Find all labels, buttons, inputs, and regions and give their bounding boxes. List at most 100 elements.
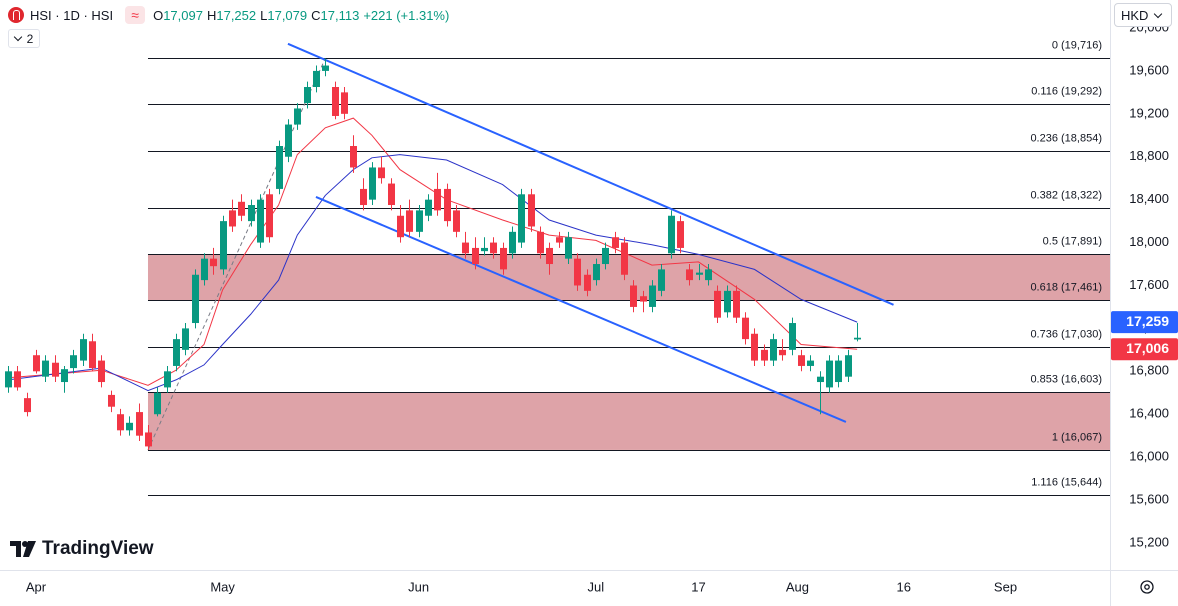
candle-body — [621, 242, 628, 275]
fib-label: 0.382 (18,322) — [1030, 189, 1102, 201]
currency-select[interactable]: HKD — [1114, 3, 1172, 27]
fib-label: 0.736 (17,030) — [1030, 328, 1102, 340]
candle-body — [369, 167, 376, 200]
candle-body — [835, 360, 842, 383]
symbol[interactable]: HSI · 1D · HSI — [30, 7, 114, 23]
candle-body — [854, 337, 861, 340]
candle-body — [304, 87, 311, 104]
change: +221 (+1.31%) — [363, 7, 450, 23]
candle-body — [658, 269, 665, 291]
candle-body — [761, 349, 768, 361]
candle-body — [108, 394, 115, 407]
candle-body — [341, 92, 348, 114]
candle-body — [798, 355, 805, 366]
candle-body — [481, 247, 488, 252]
candle-body — [779, 349, 786, 356]
candle-body — [229, 210, 236, 227]
fib-zone — [147, 254, 1110, 301]
candle-body — [173, 339, 180, 366]
compare-icon[interactable]: ≈ — [125, 6, 146, 24]
currency: HKD — [1121, 7, 1149, 23]
candle-body — [444, 188, 451, 222]
candle-body — [294, 108, 301, 125]
candle-body — [714, 290, 721, 318]
candle-body — [276, 146, 283, 189]
fib-label: 0 (19,716) — [1052, 39, 1102, 51]
candle-body — [33, 355, 40, 372]
legend: HSI · 1D · HSI ≈ O 17,097 H 17,252 L 17,079… — [8, 5, 453, 25]
candle-body — [425, 199, 432, 216]
candle-body — [705, 269, 712, 281]
candle-body — [649, 285, 656, 307]
candle-body — [285, 124, 292, 157]
candle-body — [668, 215, 675, 254]
y-tick-label: 15,200 — [1129, 534, 1169, 549]
x-tick-label: May — [210, 579, 235, 594]
candle-body — [593, 264, 600, 281]
y-tick-label: 17,600 — [1129, 277, 1169, 292]
last-value-box — [1111, 311, 1178, 334]
fib-label: 0.853 (16,603) — [1030, 373, 1102, 385]
x-tick-label: Apr — [26, 579, 47, 594]
candle-body — [602, 247, 609, 265]
candle-body — [574, 258, 581, 286]
candle-body — [117, 414, 124, 431]
channel-line — [315, 196, 847, 423]
plot-area — [5, 42, 1110, 496]
indicator-toggle[interactable]: 2 — [8, 29, 40, 48]
candle-body — [42, 360, 49, 377]
open-label: O — [153, 7, 164, 23]
high-value: 17,252 — [216, 7, 257, 23]
candle-body — [500, 247, 507, 270]
candle-body — [696, 272, 703, 275]
y-tick-label: 16,400 — [1129, 406, 1169, 421]
brand: TradingView — [42, 538, 154, 559]
candle-body — [24, 398, 31, 413]
candle-body — [677, 221, 684, 248]
candle-body — [397, 215, 404, 238]
candle-body — [201, 258, 208, 281]
candle-body — [322, 65, 329, 71]
channel-line — [287, 42, 894, 306]
close-value: 17,113 — [320, 7, 360, 23]
candle-body — [5, 371, 12, 388]
candle-body — [789, 323, 796, 350]
candle-body — [80, 339, 87, 361]
y-tick-label: 19,200 — [1129, 105, 1169, 120]
candle-body — [14, 371, 21, 388]
y-tick-label: 19,600 — [1129, 62, 1169, 77]
candle-body — [770, 339, 777, 361]
candle-body — [61, 369, 68, 383]
candle-body — [416, 210, 423, 232]
candle-body — [388, 183, 395, 206]
candle-body — [630, 285, 637, 307]
candle-body — [89, 341, 96, 369]
fib-label: 0.618 (17,461) — [1030, 281, 1102, 293]
symbol-logo — [8, 7, 24, 23]
candle-body — [266, 194, 273, 238]
fib-zone — [147, 392, 1110, 450]
candle-body — [817, 376, 824, 383]
candle-body — [640, 296, 647, 302]
low-label: L — [260, 7, 268, 23]
candle-body — [518, 194, 525, 243]
candle-body — [52, 362, 59, 377]
candle-body — [472, 247, 479, 265]
candle-body — [537, 231, 544, 254]
moving-average — [7, 154, 858, 392]
candle-body — [136, 412, 143, 436]
candle-body — [826, 360, 833, 388]
high-label: H — [206, 7, 217, 23]
moving-average — [7, 117, 858, 386]
candle-body — [126, 422, 133, 431]
candle-body — [612, 237, 619, 248]
candle-body — [220, 221, 227, 270]
candle-body — [462, 242, 469, 254]
candle-body — [145, 432, 152, 447]
settings-icon[interactable] — [1140, 580, 1154, 594]
x-tick-label: 16 — [897, 579, 911, 594]
candle-body — [192, 274, 199, 324]
x-tick-label: Jul — [588, 579, 605, 594]
